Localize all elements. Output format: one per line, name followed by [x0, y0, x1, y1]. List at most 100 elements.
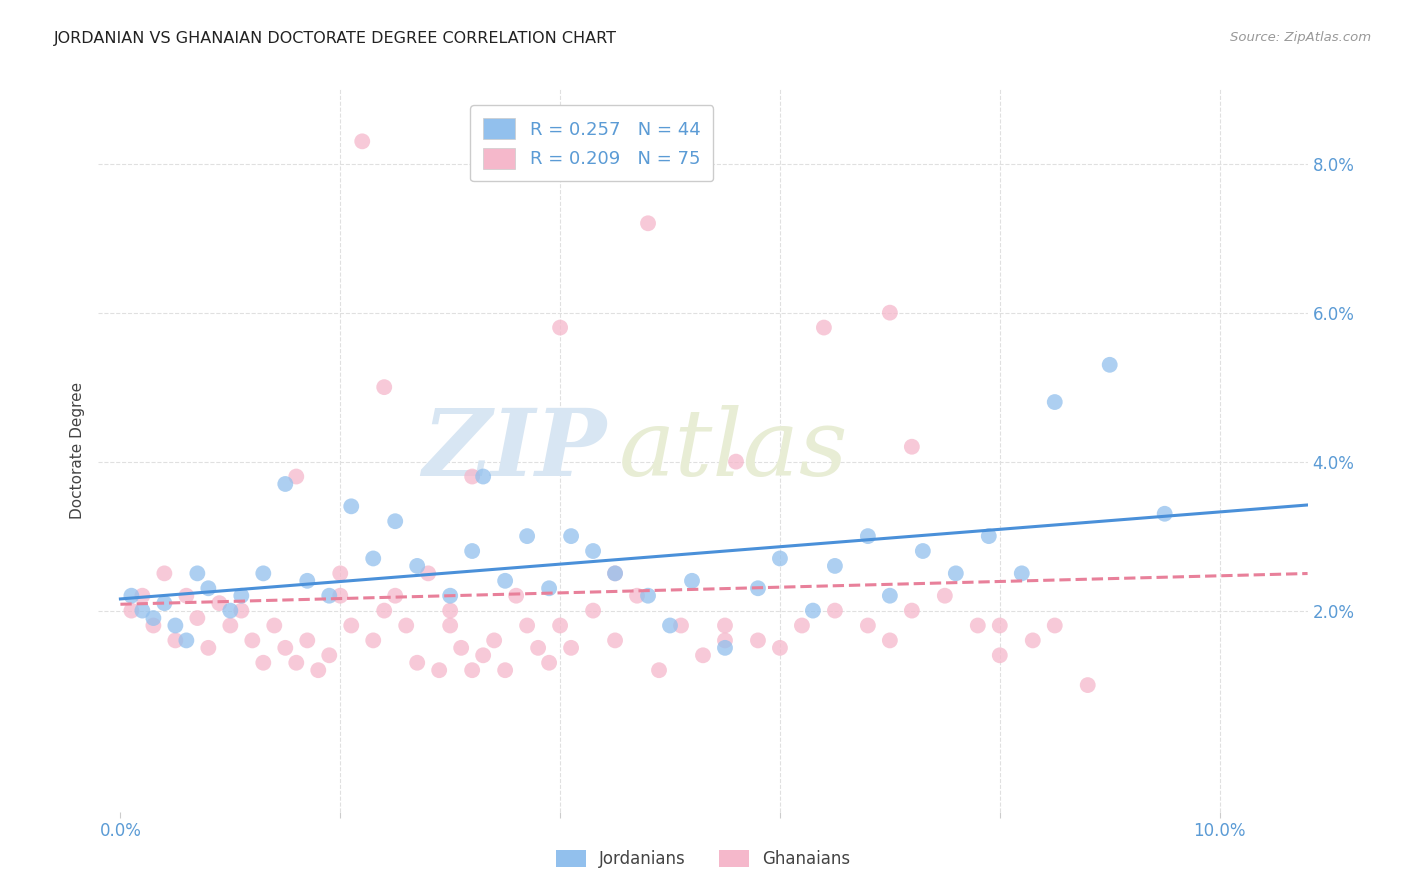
Point [231, 604, 253, 618]
Point [307, 663, 329, 677]
Legend: R = 0.257   N = 44, R = 0.209   N = 75: R = 0.257 N = 44, R = 0.209 N = 75 [470, 105, 713, 181]
Point [769, 551, 792, 566]
Point [1077, 678, 1099, 692]
Point [637, 216, 659, 230]
Point [120, 589, 142, 603]
Point [219, 618, 242, 632]
Point [714, 633, 737, 648]
Point [318, 589, 340, 603]
Point [1043, 395, 1066, 409]
Point [1043, 618, 1066, 632]
Point [879, 633, 901, 648]
Point [395, 618, 418, 632]
Point [186, 566, 208, 581]
Point [373, 380, 395, 394]
Point [856, 529, 879, 543]
Point [911, 544, 934, 558]
Point [801, 604, 824, 618]
Point [934, 589, 956, 603]
Point [724, 455, 747, 469]
Point [165, 618, 187, 632]
Point [176, 589, 198, 603]
Point [1011, 566, 1033, 581]
Text: JORDANIAN VS GHANAIAN DOCTORATE DEGREE CORRELATION CHART: JORDANIAN VS GHANAIAN DOCTORATE DEGREE C… [53, 31, 616, 46]
Point [439, 589, 461, 603]
Point [176, 633, 198, 648]
Point [603, 566, 626, 581]
Point [494, 574, 516, 588]
Point [516, 529, 538, 543]
Point [252, 656, 274, 670]
Point [538, 656, 561, 670]
Point [297, 574, 319, 588]
Point [142, 611, 165, 625]
Point [352, 134, 374, 148]
Point [714, 640, 737, 655]
Point [131, 589, 153, 603]
Point [692, 648, 714, 663]
Point [285, 656, 308, 670]
Text: ZIP: ZIP [422, 406, 606, 495]
Point [208, 596, 231, 610]
Point [240, 633, 263, 648]
Point [439, 618, 461, 632]
Point [856, 618, 879, 632]
Point [747, 633, 769, 648]
Point [461, 544, 484, 558]
Point [439, 604, 461, 618]
Point [120, 604, 142, 618]
Point [482, 633, 505, 648]
Point [747, 581, 769, 595]
Point [988, 648, 1011, 663]
Point [418, 566, 440, 581]
Point [361, 633, 384, 648]
Legend: Jordanians, Ghanaians: Jordanians, Ghanaians [548, 843, 858, 875]
Point [165, 633, 187, 648]
Point [494, 663, 516, 677]
Point [274, 640, 297, 655]
Text: Source: ZipAtlas.com: Source: ZipAtlas.com [1230, 31, 1371, 45]
Point [1153, 507, 1175, 521]
Point [285, 469, 308, 483]
Text: atlas: atlas [619, 406, 848, 495]
Point [461, 663, 484, 677]
Point [219, 604, 242, 618]
Point [824, 558, 846, 573]
Point [427, 663, 450, 677]
Point [603, 633, 626, 648]
Point [1098, 358, 1121, 372]
Point [548, 320, 571, 334]
Point [516, 618, 538, 632]
Point [945, 566, 967, 581]
Point [626, 589, 648, 603]
Point [560, 640, 582, 655]
Point [142, 618, 165, 632]
Point [361, 551, 384, 566]
Point [582, 604, 605, 618]
Point [538, 581, 561, 595]
Point [263, 618, 285, 632]
Point [582, 544, 605, 558]
Point [340, 500, 363, 514]
Point [669, 618, 692, 632]
Point [472, 648, 495, 663]
Point [560, 529, 582, 543]
Point [714, 618, 737, 632]
Point [966, 618, 988, 632]
Point [548, 618, 571, 632]
Point [252, 566, 274, 581]
Point [472, 469, 495, 483]
Point [153, 566, 176, 581]
Point [406, 656, 429, 670]
Point [384, 589, 406, 603]
Point [813, 320, 835, 334]
Point [153, 596, 176, 610]
Point [988, 618, 1011, 632]
Point [450, 640, 472, 655]
Point [186, 611, 208, 625]
Point [637, 589, 659, 603]
Point [901, 604, 924, 618]
Point [461, 469, 484, 483]
Point [406, 558, 429, 573]
Point [527, 640, 550, 655]
